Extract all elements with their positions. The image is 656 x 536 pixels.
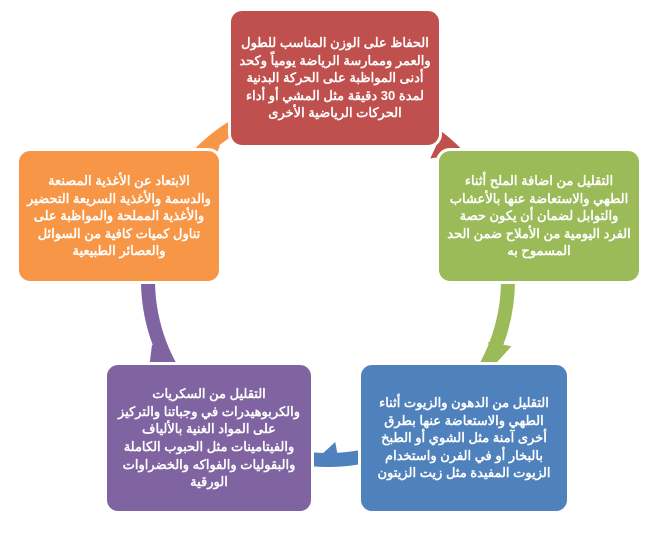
node-reduce-sugars: التقليل من السكريات والكربوهيدرات في وجب… xyxy=(104,362,314,514)
node-reduce-salt: التقليل من اضافة الملح أثناء الطهي والاس… xyxy=(436,148,642,284)
node-avoid-processed: الابتعاد عن الأغذية المصنعة والدسمة والأ… xyxy=(16,148,222,284)
node-text: الابتعاد عن الأغذية المصنعة والدسمة والأ… xyxy=(19,166,219,266)
cycle-diagram: الحفاظ على الوزن المناسب للطول والعمر وم… xyxy=(0,0,656,536)
node-reduce-fats: التقليل من الدهون والزيوت أثناء الطهي وا… xyxy=(358,362,570,514)
node-text: التقليل من الدهون والزيوت أثناء الطهي وا… xyxy=(361,388,567,488)
node-text: التقليل من اضافة الملح أثناء الطهي والاس… xyxy=(439,166,639,266)
node-text: الحفاظ على الوزن المناسب للطول والعمر وم… xyxy=(231,28,439,128)
node-text: التقليل من السكريات والكربوهيدرات في وجب… xyxy=(107,379,311,496)
cycle-arrow xyxy=(317,442,340,469)
node-weight-exercise: الحفاظ على الوزن المناسب للطول والعمر وم… xyxy=(228,8,442,148)
